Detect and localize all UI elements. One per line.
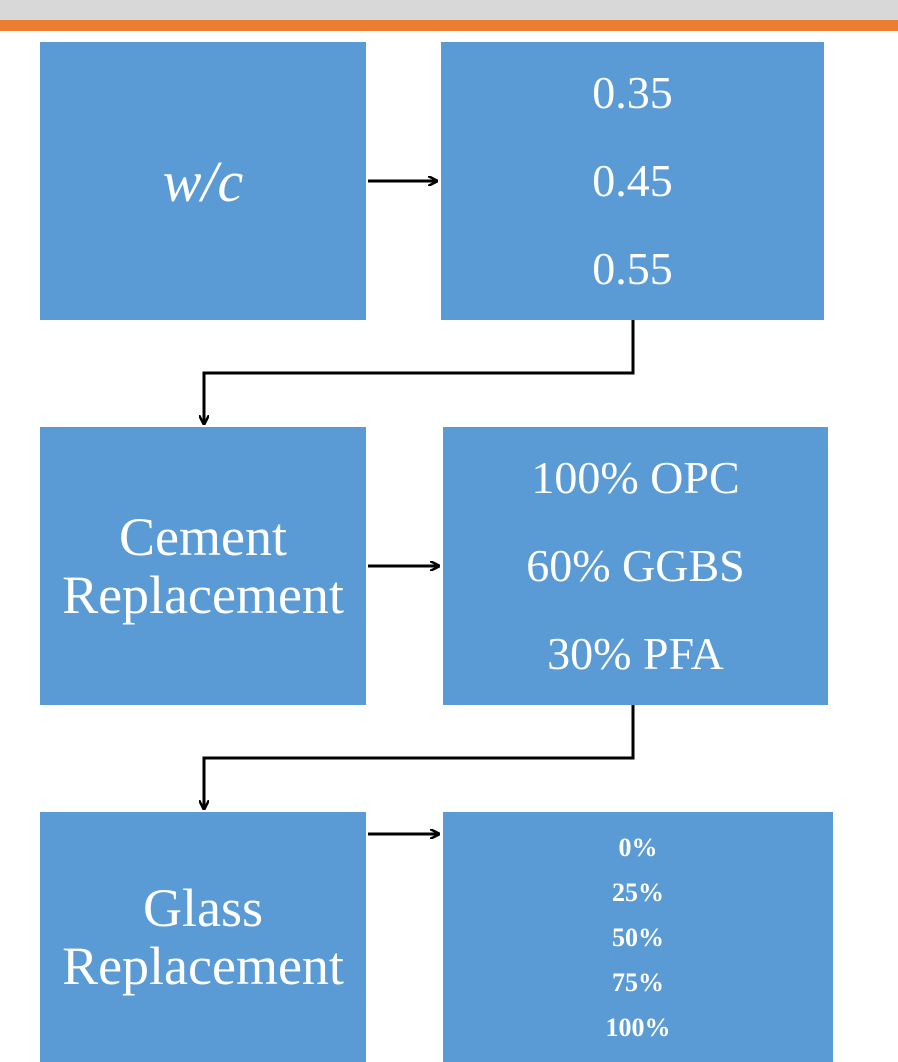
- wc-label: w/c: [162, 148, 244, 214]
- glass-value: 25%: [612, 877, 664, 907]
- wc-value: 0.55: [592, 243, 673, 294]
- wc-value: 0.45: [592, 155, 673, 206]
- cement-value: 100% OPC: [531, 452, 740, 503]
- glass-replacement-box: Glass Replacement: [40, 812, 366, 1062]
- cement-value: 60% GGBS: [526, 540, 745, 591]
- glass-label-line: Replacement: [62, 936, 344, 996]
- cement-label-line: Cement: [119, 507, 287, 567]
- wc-values-box: 0.35 0.45 0.55: [441, 42, 824, 320]
- cement-label-line: Replacement: [62, 565, 344, 625]
- cement-replacement-box: Cement Replacement: [40, 427, 366, 705]
- elbow-connector-2: [204, 705, 635, 809]
- cement-values-box: 100% OPC 60% GGBS 30% PFA: [443, 427, 828, 705]
- wc-box: w/c: [40, 42, 366, 320]
- glass-value: 50%: [612, 922, 664, 952]
- glass-label-line: Glass: [143, 878, 263, 938]
- glass-values-box: 0% 25% 50% 75% 100%: [443, 812, 833, 1062]
- top-band: [0, 0, 898, 20]
- top-accent-bar: [0, 20, 898, 31]
- elbow-connector-1: [204, 320, 635, 424]
- glass-value: 75%: [612, 967, 664, 997]
- glass-value: 100%: [605, 1012, 671, 1042]
- cement-value: 30% PFA: [547, 628, 724, 679]
- wc-value: 0.35: [592, 67, 673, 118]
- glass-value: 0%: [618, 832, 658, 862]
